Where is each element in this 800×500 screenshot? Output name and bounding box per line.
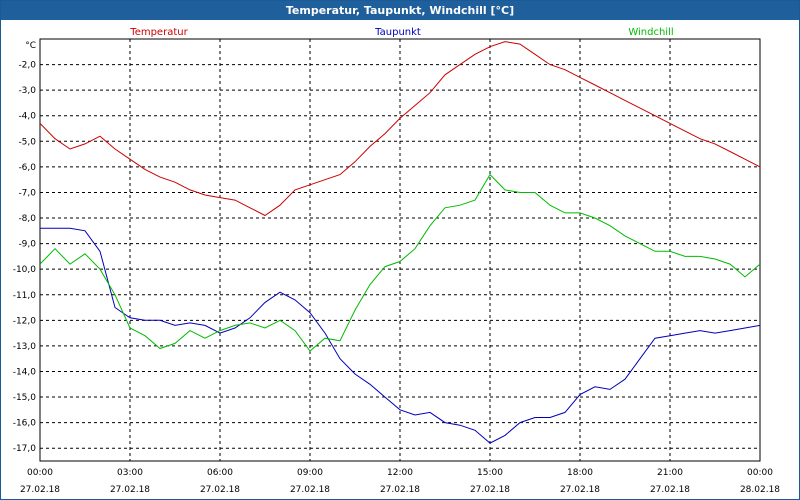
y-tick-label: -13,0: [13, 342, 37, 352]
series-line-windchill: [39, 173, 761, 352]
x-tick-date: 28.02.18: [740, 485, 780, 495]
x-tick-date: 27.02.18: [200, 485, 240, 495]
y-tick-label: -10,0: [13, 265, 37, 275]
x-tick-date: 27.02.18: [110, 485, 150, 495]
series: [39, 41, 761, 444]
x-tick-time: 12:00: [387, 468, 413, 478]
y-tick-label: -6,0: [18, 163, 36, 173]
y-tick-label: -12,0: [13, 316, 37, 326]
axes: -2,0 -3,0 -4,0 -5,0 -6,0 -7,0 -8,0 -9,0 -10,0 -11…: [13, 41, 781, 495]
legend-item-temperatur: Temperatur: [129, 27, 188, 38]
x-tick-date: 27.02.18: [380, 485, 420, 495]
y-tick-label: -3,0: [18, 86, 36, 96]
y-axis-label: °C: [25, 41, 36, 51]
x-tick-date: 27.02.18: [290, 485, 330, 495]
y-tick-label: -14,0: [13, 367, 37, 377]
y-tick-label: -8,0: [18, 214, 36, 224]
legend-item-taupunkt: Taupunkt: [374, 27, 421, 38]
y-tick-label: -11,0: [13, 291, 37, 301]
chart-canvas: -2,0 -3,0 -4,0 -5,0 -6,0 -7,0 -8,0 -9,0 -10,0 -11…: [13, 27, 781, 495]
y-tick-label: -2,0: [18, 61, 36, 71]
x-tick-time: 00:00: [27, 468, 53, 478]
y-tick-label: -9,0: [18, 240, 36, 250]
x-tick-date: 27.02.18: [470, 485, 510, 495]
series-line-taupunkt: [40, 227, 761, 444]
x-tick-time: 21:00: [657, 468, 683, 478]
plot-frame: [39, 38, 761, 462]
window-title: Temperatur, Taupunkt, Windchill [°C]: [1, 1, 799, 20]
legend: Temperatur Taupunkt Windchill: [129, 27, 673, 38]
x-tick-time: 15:00: [477, 468, 503, 478]
series-line-temperatur: [39, 41, 761, 217]
x-tick-date: 27.02.18: [560, 485, 600, 495]
y-tick-label: -17,0: [13, 444, 37, 454]
y-tick-label: -16,0: [13, 419, 37, 429]
x-tick-time: 00:00: [747, 468, 773, 478]
x-tick-time: 18:00: [567, 468, 593, 478]
y-tick-label: -15,0: [13, 393, 37, 403]
x-tick-time: 06:00: [207, 468, 233, 478]
y-tick-label: -5,0: [18, 137, 36, 147]
y-tick-label: -7,0: [18, 188, 36, 198]
legend-item-windchill: Windchill: [628, 27, 673, 38]
x-tick-date: 27.02.18: [650, 485, 690, 495]
x-tick-date: 27.02.18: [20, 485, 60, 495]
y-tick-label: -4,0: [18, 112, 36, 122]
x-tick-time: 03:00: [117, 468, 143, 478]
x-tick-time: 09:00: [297, 468, 323, 478]
